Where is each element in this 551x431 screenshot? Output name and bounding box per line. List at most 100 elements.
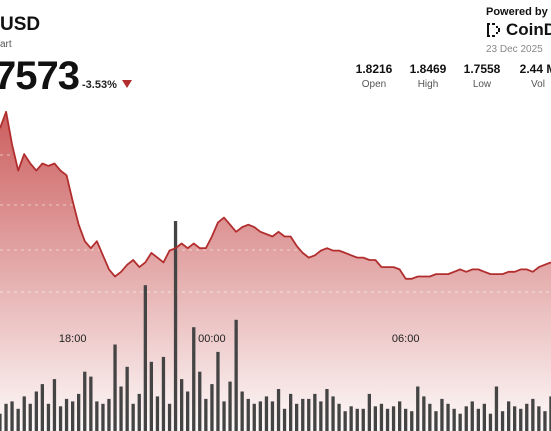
volume-bar bbox=[216, 351, 220, 431]
volume-bar bbox=[313, 393, 317, 431]
volume-bar bbox=[22, 396, 26, 431]
volume-bar bbox=[71, 401, 75, 431]
volume-bar bbox=[289, 393, 293, 431]
pair-subtitle: art bbox=[0, 39, 12, 50]
volume-bar bbox=[77, 393, 81, 431]
volume-bar bbox=[58, 406, 63, 431]
volume-bar bbox=[180, 379, 184, 431]
volume-bar bbox=[0, 413, 2, 431]
volume-bar bbox=[531, 398, 535, 431]
volume-bar bbox=[482, 403, 486, 431]
volume-bar bbox=[319, 401, 323, 431]
stat-low-label: Low bbox=[472, 79, 492, 90]
volume-bar bbox=[137, 393, 141, 431]
volume-bar bbox=[10, 401, 14, 431]
x-tick-label: 06:00 bbox=[392, 333, 420, 345]
volume-bar bbox=[428, 403, 432, 431]
volume-bar bbox=[361, 408, 365, 431]
brand-name: CoinDe bbox=[506, 20, 551, 39]
stat-low-value: 1.7558 bbox=[463, 62, 501, 76]
volume-bar bbox=[355, 408, 359, 431]
x-tick-label: 18:00 bbox=[59, 333, 87, 345]
volume-bar bbox=[173, 221, 178, 431]
volume-bar bbox=[270, 401, 275, 431]
volume-bar bbox=[494, 386, 499, 431]
volume-bar bbox=[101, 403, 105, 431]
volume-bar bbox=[131, 403, 135, 431]
stat-vol-label: Vol bbox=[531, 79, 545, 90]
volume-bar bbox=[40, 384, 44, 431]
stat-high-label: High bbox=[417, 79, 439, 90]
stat-open: 1.8216 Open bbox=[346, 62, 402, 90]
volume-bar bbox=[543, 411, 547, 431]
volume-bar bbox=[155, 396, 160, 431]
volume-bar bbox=[276, 389, 281, 431]
volume-bar bbox=[246, 398, 250, 431]
stat-open-label: Open bbox=[361, 79, 387, 90]
stat-high-value: 1.8469 bbox=[409, 62, 447, 76]
volume-bar bbox=[46, 403, 51, 431]
volume-bar bbox=[161, 356, 166, 431]
volume-bar bbox=[52, 379, 57, 431]
volume-bar bbox=[422, 396, 426, 431]
volume-bar bbox=[391, 406, 396, 431]
volume-bar bbox=[410, 411, 414, 431]
volume-bar bbox=[295, 403, 299, 431]
volume-bar bbox=[385, 408, 390, 431]
volume-bar bbox=[28, 403, 32, 431]
volume-bar bbox=[198, 371, 202, 431]
volume-bar bbox=[507, 401, 511, 431]
volume-bar bbox=[452, 408, 456, 431]
volume-bar bbox=[258, 401, 262, 431]
volume-bar bbox=[240, 391, 244, 431]
volume-bar bbox=[500, 411, 505, 431]
volume-bar bbox=[16, 408, 20, 431]
volume-bar bbox=[4, 403, 8, 431]
volume-bar bbox=[186, 391, 190, 431]
brand-logo[interactable]: CoinDe bbox=[486, 20, 551, 40]
volume-bar bbox=[464, 406, 468, 431]
volume-bar bbox=[264, 396, 269, 431]
chart-date: 23 Dec 2025 bbox=[486, 44, 543, 55]
volume-bar bbox=[234, 319, 238, 431]
current-price: 7573 bbox=[0, 54, 80, 98]
volume-bar bbox=[398, 401, 402, 431]
volume-bar bbox=[119, 386, 123, 431]
volume-bar bbox=[373, 406, 377, 431]
volume-bar bbox=[210, 384, 214, 431]
stat-high: 1.8469 High bbox=[400, 62, 456, 90]
volume-bar bbox=[440, 398, 444, 431]
volume-bar bbox=[525, 403, 529, 431]
volume-bar bbox=[307, 398, 311, 431]
volume-bar bbox=[337, 403, 341, 431]
volume-bar bbox=[149, 361, 153, 431]
volume-bar bbox=[64, 398, 69, 431]
stat-low: 1.7558 Low bbox=[454, 62, 510, 90]
volume-bar bbox=[167, 403, 172, 431]
powered-by-label: Powered by bbox=[486, 6, 548, 18]
volume-bar bbox=[113, 344, 117, 431]
coindesk-icon bbox=[487, 23, 500, 37]
volume-bar bbox=[282, 408, 287, 431]
volume-bar bbox=[301, 398, 305, 431]
volume-bar bbox=[549, 396, 551, 431]
volume-bar bbox=[470, 401, 474, 431]
volume-bar bbox=[404, 408, 408, 431]
volume-bar bbox=[192, 327, 196, 431]
volume-bar bbox=[446, 403, 450, 431]
volume-bar bbox=[537, 406, 541, 431]
volume-bar bbox=[222, 401, 226, 431]
volume-bar bbox=[349, 406, 353, 431]
volume-bar bbox=[379, 403, 384, 431]
volume-bar bbox=[331, 396, 335, 431]
volume-bar bbox=[519, 408, 523, 431]
price-change: -3.53% bbox=[82, 79, 117, 91]
stat-vol: 2.44 M Vol bbox=[510, 62, 551, 90]
volume-bar bbox=[107, 398, 111, 431]
price-area bbox=[0, 111, 551, 431]
volume-bar bbox=[343, 411, 347, 431]
volume-bar bbox=[83, 371, 87, 431]
volume-bar bbox=[416, 386, 420, 431]
volume-bar bbox=[488, 413, 493, 431]
